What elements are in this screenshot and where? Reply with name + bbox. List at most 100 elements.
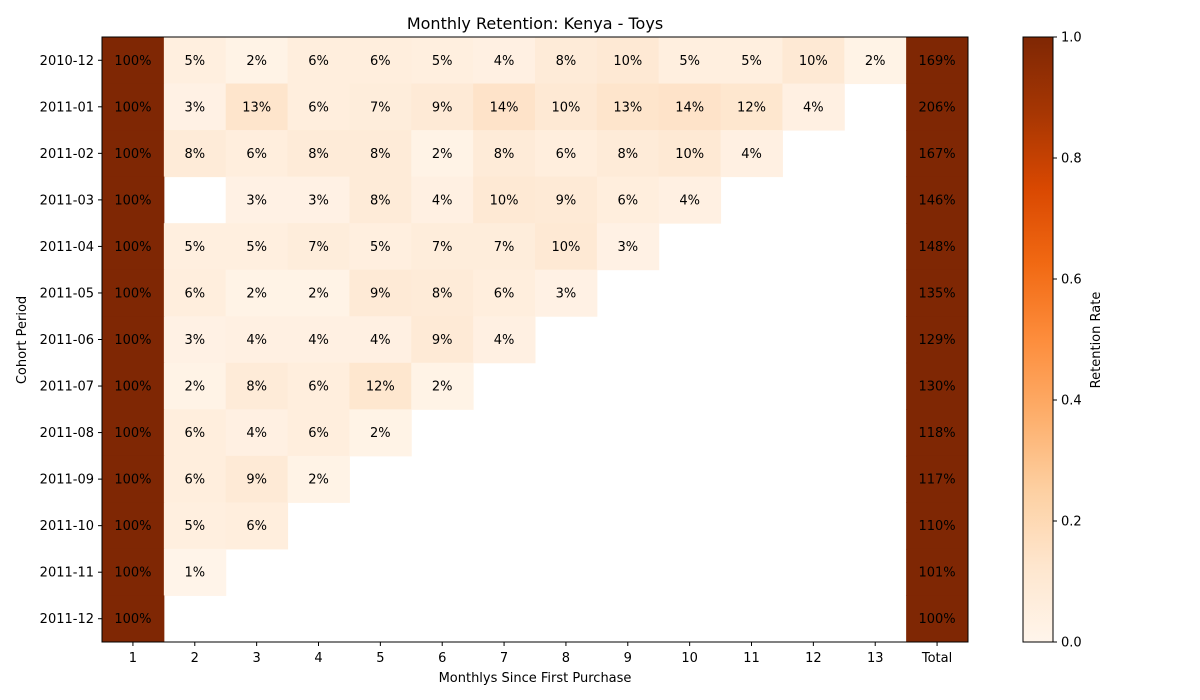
x-tick-label: 4 <box>314 651 322 666</box>
heatmap-cell <box>349 409 412 457</box>
heatmap-cell <box>102 409 165 457</box>
heatmap-cell <box>287 130 350 178</box>
total-cell <box>906 409 969 457</box>
x-tick-label: 8 <box>562 651 570 666</box>
heatmap-cell <box>349 83 412 131</box>
cell-label: 2% <box>432 380 453 395</box>
heatmap-cell <box>225 130 289 178</box>
heatmap-cell <box>287 37 350 85</box>
cell-label: 7% <box>494 240 515 255</box>
cell-label: 7% <box>370 100 391 115</box>
heatmap-cell <box>225 223 289 271</box>
heatmap-cell <box>163 316 227 364</box>
heatmap-cell <box>225 362 289 410</box>
total-label: 206% <box>918 100 955 115</box>
cell-label: 13% <box>613 100 642 115</box>
heatmap-cell <box>473 83 536 131</box>
x-tick-label: 9 <box>624 651 632 666</box>
cell-label: 100% <box>114 473 151 488</box>
y-tick-label: 2011-07 <box>40 380 94 395</box>
heatmap-cell <box>596 83 660 131</box>
heatmap-cell <box>349 37 412 85</box>
y-tick-label: 2011-11 <box>40 566 94 581</box>
cell-label: 10% <box>490 193 519 208</box>
cell-label: 6% <box>494 286 515 301</box>
cell-label: 100% <box>114 333 151 348</box>
total-cell <box>906 83 969 131</box>
total-cell <box>906 502 969 550</box>
total-cell <box>906 455 969 503</box>
cell-label: 7% <box>432 240 453 255</box>
heatmap-cell <box>658 130 722 178</box>
total-label: 100% <box>918 612 955 627</box>
heatmap-cell <box>658 83 722 131</box>
cell-label: 2% <box>432 147 453 162</box>
heatmap-cell <box>349 176 412 224</box>
heatmap-cell <box>658 176 722 224</box>
colorbar-tick-label: 0.2 <box>1061 515 1082 530</box>
cell-label: 2% <box>370 426 391 441</box>
colorbar-gradient <box>1022 36 1054 643</box>
cell-label: 100% <box>114 380 151 395</box>
total-label: 110% <box>918 519 955 534</box>
heatmap-cell <box>596 176 660 224</box>
total-label: 117% <box>918 473 955 488</box>
x-tick-label: 6 <box>438 651 446 666</box>
y-tick-label: 2011-01 <box>40 100 94 115</box>
cell-label: 2% <box>246 54 267 69</box>
total-cell <box>906 595 969 643</box>
heatmap-cell <box>225 502 289 550</box>
y-tick-label: 2011-09 <box>40 473 94 488</box>
heatmap-cell <box>225 83 289 131</box>
cell-label: 8% <box>246 380 267 395</box>
x-tick-label: 3 <box>253 651 261 666</box>
cell-label: 8% <box>370 147 391 162</box>
heatmap-cell <box>535 83 598 131</box>
cell-label: 10% <box>613 54 642 69</box>
heatmap-cell <box>720 130 783 178</box>
cell-label: 9% <box>556 193 577 208</box>
x-tick-label: Total <box>921 651 952 666</box>
x-tick-label: 10 <box>681 651 698 666</box>
heatmap-cell <box>535 37 598 85</box>
total-cell <box>906 37 969 85</box>
colorbar-tick-label: 0.0 <box>1061 636 1082 651</box>
cell-label: 7% <box>308 240 329 255</box>
cell-label: 8% <box>556 54 577 69</box>
x-tick-label: 1 <box>129 651 137 666</box>
heatmap-cell <box>411 176 474 224</box>
cell-label: 10% <box>551 240 580 255</box>
heatmap-cell <box>535 269 598 317</box>
x-tick-label: 11 <box>743 651 760 666</box>
y-tick-label: 2011-12 <box>40 612 94 627</box>
heatmap-cell <box>102 37 165 85</box>
cell-label: 8% <box>494 147 515 162</box>
heatmap-cell <box>720 37 783 85</box>
heatmap-cell <box>163 502 227 550</box>
total-label: 130% <box>918 380 955 395</box>
y-axis-ticks: 2010-12 2011-01 2011-02 2011-03 2011-04 2011-… <box>40 54 102 627</box>
y-tick-label: 2010-12 <box>40 54 94 69</box>
cell-label: 5% <box>679 54 700 69</box>
cell-label: 9% <box>432 100 453 115</box>
cell-label: 6% <box>246 519 267 534</box>
total-cell <box>906 269 969 317</box>
heatmap-cell <box>411 130 474 178</box>
total-cell <box>906 223 969 271</box>
heatmap-cell <box>287 455 350 503</box>
heatmap-cell <box>473 316 536 364</box>
total-cell <box>906 130 969 178</box>
x-axis-label: Monthlys Since First Purchase <box>439 671 632 686</box>
cell-label: 8% <box>308 147 329 162</box>
cell-label: 3% <box>184 100 205 115</box>
cell-label: 2% <box>246 286 267 301</box>
heatmap-cell <box>102 595 165 643</box>
cell-label: 14% <box>490 100 519 115</box>
colorbar-tick-label: 0.4 <box>1061 394 1082 409</box>
heatmap-cell <box>102 269 165 317</box>
colorbar-tick-label: 0.6 <box>1061 273 1082 288</box>
cell-label: 4% <box>803 100 824 115</box>
cell-label: 2% <box>308 473 329 488</box>
cell-label: 100% <box>114 286 151 301</box>
cell-label: 9% <box>246 473 267 488</box>
